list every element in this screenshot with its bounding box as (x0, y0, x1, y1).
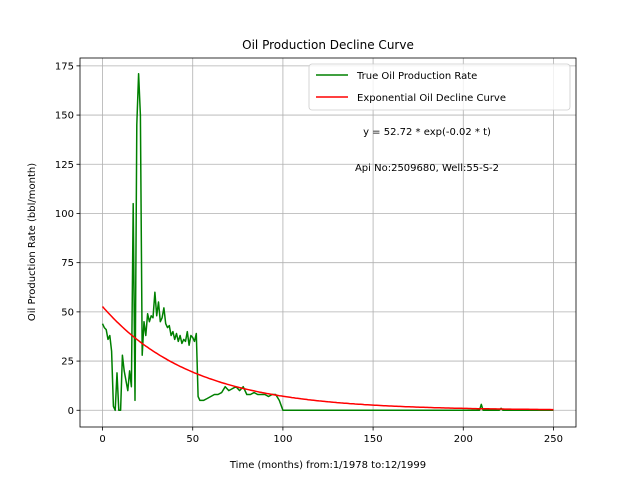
y-tick-label: 150 (55, 111, 74, 122)
series-true-oil-production-rate (101, 72, 554, 412)
legend-label-true-rate: True Oil Production Rate (356, 71, 477, 82)
series-exponential-oil-decline-curve (101, 306, 554, 411)
x-tick-label: 200 (454, 434, 473, 445)
y-tick-label: 0 (68, 406, 74, 417)
x-tick-label: 150 (364, 434, 383, 445)
equation-annotation: y = 52.72 * exp(-0.02 * t) (363, 127, 491, 138)
series-layer (101, 72, 554, 412)
x-axis: 0 50 100 150 200 250 (99, 427, 563, 445)
legend: True Oil Production Rate Exponential Oil… (308, 63, 571, 111)
x-tick-label: 250 (544, 434, 563, 445)
x-axis-label: Time (months) from:1/1978 to:12/1999 (229, 460, 426, 471)
well-annotation: Api No:2509680, Well:55-S-2 (355, 163, 499, 174)
y-tick-label: 175 (55, 61, 74, 72)
y-tick-label: 75 (61, 258, 74, 269)
legend-label-exponential: Exponential Oil Decline Curve (357, 93, 506, 104)
y-tick-label: 100 (55, 209, 74, 220)
y-tick-label: 50 (61, 307, 74, 318)
y-axis-label: Oil Production Rate (bbl/month) (27, 163, 38, 321)
x-tick-label: 0 (99, 434, 105, 445)
y-tick-label: 125 (55, 160, 74, 171)
legend-box (308, 63, 571, 111)
chart-title: Oil Production Decline Curve (242, 38, 414, 52)
y-axis: 0 25 50 75 100 125 150 175 (55, 61, 80, 417)
y-tick-label: 25 (61, 357, 74, 368)
x-tick-label: 50 (186, 434, 199, 445)
x-tick-label: 100 (273, 434, 292, 445)
plot-frame (79, 57, 577, 428)
